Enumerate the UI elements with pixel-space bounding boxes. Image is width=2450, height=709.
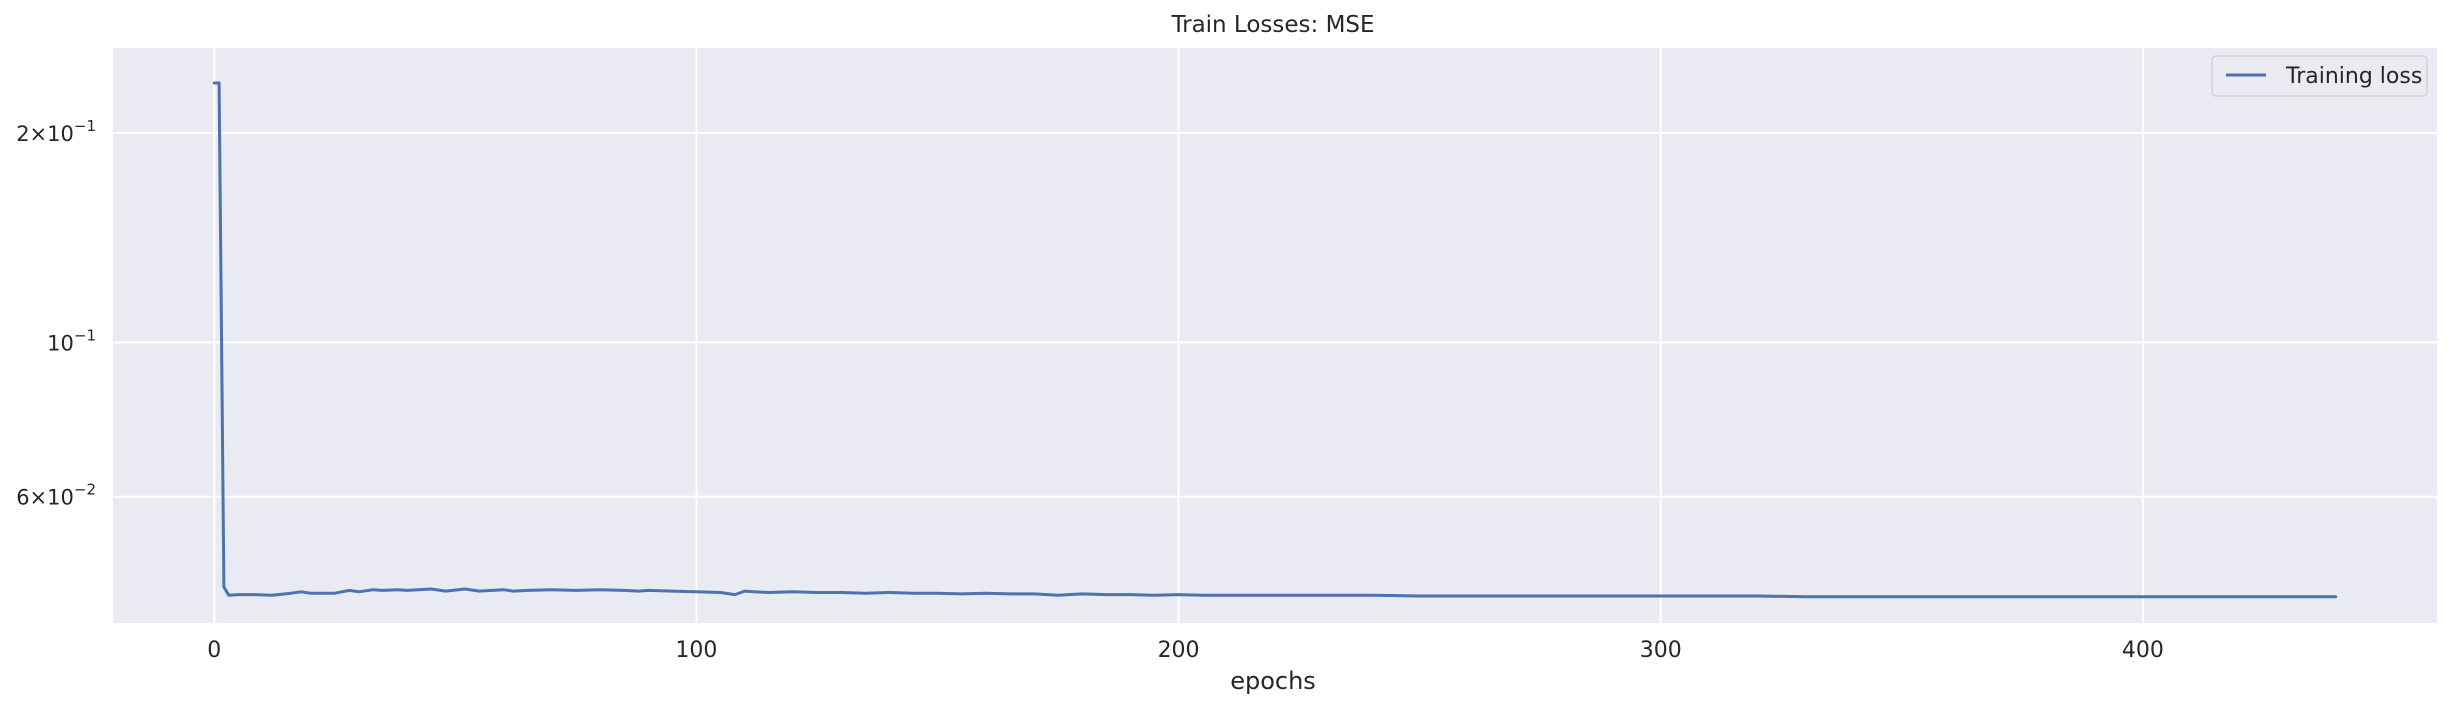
legend-label-training-loss: Training loss — [2285, 64, 2422, 89]
x-axis-label: epochs — [1230, 667, 1316, 695]
gridlines — [113, 48, 2437, 623]
x-tick-label: 300 — [1640, 638, 1682, 663]
y-tick-label: 2×10−1 — [16, 117, 96, 146]
x-tick-label: 400 — [2122, 638, 2164, 663]
chart-title: Train Losses: MSE — [1170, 12, 1374, 38]
x-tick-label: 200 — [1158, 638, 1200, 663]
legend-box — [2211, 55, 2428, 97]
x-axis-ticks: 0 100 200 300 400 — [207, 638, 2164, 663]
x-tick-label: 0 — [207, 638, 221, 663]
y-axis-ticks: 2×10−1 10−1 6×10−2 — [16, 117, 96, 510]
series-layer — [212, 81, 2338, 599]
x-tick-label: 100 — [675, 638, 717, 663]
legend: Training loss — [2211, 55, 2428, 97]
y-tick-label: 10−1 — [47, 326, 96, 355]
y-tick-label: 6×10−2 — [16, 481, 96, 510]
series-line-training-loss — [212, 81, 2338, 599]
plot-area — [113, 48, 2437, 623]
